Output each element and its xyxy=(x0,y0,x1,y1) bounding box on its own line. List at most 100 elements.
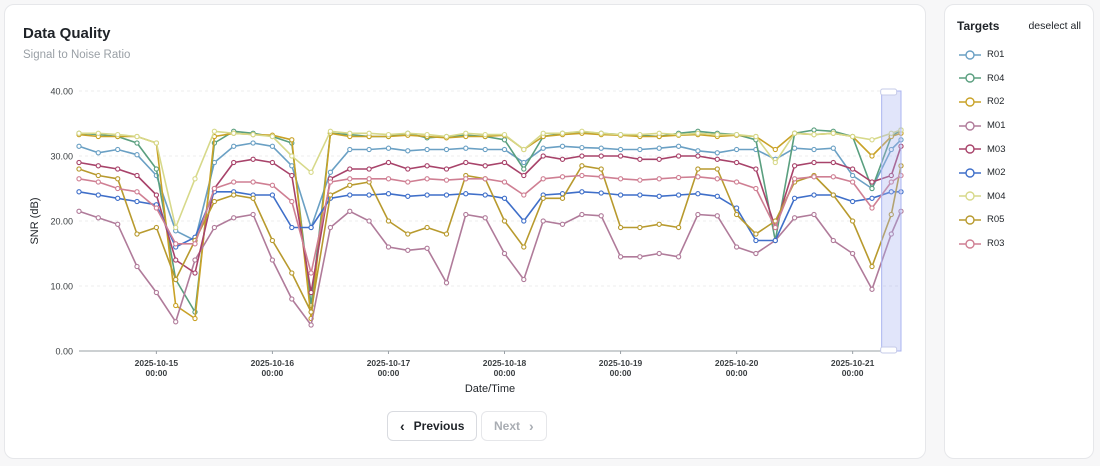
data-point xyxy=(501,146,508,153)
data-point xyxy=(501,159,508,166)
data-point xyxy=(385,145,392,151)
data-point xyxy=(791,145,798,151)
legend-marker-icon xyxy=(959,191,981,202)
selection-handle-top[interactable] xyxy=(880,88,898,96)
data-point xyxy=(733,159,740,166)
data-point xyxy=(656,176,662,182)
data-point xyxy=(656,145,662,151)
legend-item-R05[interactable]: R05 xyxy=(959,208,1005,232)
data-point xyxy=(95,172,101,179)
legend-item-M04[interactable]: M04 xyxy=(959,185,1005,209)
data-point xyxy=(849,250,856,257)
snr-line-chart[interactable]: 0.0010.0020.0030.0040.002025-10-1500:002… xyxy=(5,5,927,460)
legend-label: M03 xyxy=(987,143,1006,155)
data-point xyxy=(753,166,759,172)
data-point xyxy=(231,143,237,149)
series-M01[interactable] xyxy=(76,208,904,328)
next-button[interactable]: Next › xyxy=(481,411,547,441)
data-point xyxy=(153,166,160,172)
data-point xyxy=(675,131,682,138)
data-point xyxy=(482,192,488,198)
data-point xyxy=(753,250,759,257)
data-point xyxy=(76,130,82,136)
series-R03[interactable] xyxy=(76,172,904,276)
data-point xyxy=(617,192,624,198)
data-point xyxy=(269,182,276,188)
data-point xyxy=(231,130,237,136)
legend-item-M01[interactable]: M01 xyxy=(959,114,1005,138)
series-M04[interactable] xyxy=(76,127,904,231)
data-point xyxy=(308,309,314,315)
data-point xyxy=(695,166,701,172)
data-point xyxy=(385,191,392,197)
data-point xyxy=(695,174,701,180)
data-point xyxy=(482,215,488,221)
series-line xyxy=(78,174,902,274)
targets-title: Targets xyxy=(957,19,1000,33)
legend-label: R03 xyxy=(987,238,1005,250)
data-point xyxy=(134,140,140,146)
data-point xyxy=(269,133,276,140)
data-point xyxy=(617,224,624,231)
data-point xyxy=(95,150,101,156)
data-point xyxy=(675,224,682,231)
data-point xyxy=(811,159,817,166)
data-point xyxy=(289,198,295,205)
legend-item-M03[interactable]: M03 xyxy=(959,137,1005,161)
previous-button[interactable]: ‹ Previous xyxy=(387,411,478,441)
series-R05[interactable] xyxy=(76,163,904,315)
data-point xyxy=(598,153,604,159)
data-point xyxy=(888,231,894,237)
next-label: Next xyxy=(494,419,521,433)
data-point xyxy=(211,128,218,134)
x-tick-date: 2025-10-18 xyxy=(483,358,527,368)
data-point xyxy=(598,145,604,151)
data-point xyxy=(617,131,624,138)
x-tick-time: 00:00 xyxy=(726,368,748,378)
data-point xyxy=(501,131,508,138)
data-point xyxy=(134,263,140,270)
legend-item-M02[interactable]: M02 xyxy=(959,161,1005,185)
y-tick-label: 30.00 xyxy=(50,152,73,162)
data-point xyxy=(888,211,894,218)
data-point xyxy=(753,231,759,237)
x-axis-label: Date/Time xyxy=(465,383,515,395)
data-point xyxy=(153,224,160,231)
selection-handle-bottom[interactable] xyxy=(880,346,898,354)
legend-item-R01[interactable]: R01 xyxy=(959,43,1005,67)
legend-label: M01 xyxy=(987,120,1006,132)
data-point xyxy=(250,140,256,146)
data-point xyxy=(405,148,411,154)
data-point xyxy=(269,192,276,198)
data-point xyxy=(501,218,508,224)
legend-item-R02[interactable]: R02 xyxy=(959,90,1005,114)
legend-item-R04[interactable]: R04 xyxy=(959,67,1005,91)
data-point xyxy=(869,179,875,185)
legend-label: R02 xyxy=(987,96,1005,108)
data-point xyxy=(76,176,82,182)
data-point xyxy=(366,146,372,153)
legend-label: R01 xyxy=(987,49,1005,61)
series-line xyxy=(79,129,902,229)
time-range-selection[interactable] xyxy=(881,90,902,352)
legend-marker-icon xyxy=(959,168,981,178)
legend-label: R05 xyxy=(987,214,1005,226)
deselect-all-link[interactable]: deselect all xyxy=(1028,20,1081,32)
data-point xyxy=(250,156,256,162)
data-point xyxy=(753,185,759,192)
data-point xyxy=(811,131,817,138)
legend-marker-icon xyxy=(959,120,981,131)
data-point xyxy=(637,177,643,183)
data-point xyxy=(791,163,798,169)
legend-marker-icon xyxy=(959,73,981,84)
data-point xyxy=(695,130,701,136)
data-point xyxy=(95,192,101,198)
series-M03[interactable] xyxy=(76,143,904,296)
data-point xyxy=(830,192,836,198)
x-tick-date: 2025-10-16 xyxy=(251,358,295,368)
legend-item-R03[interactable]: R03 xyxy=(959,232,1005,256)
data-quality-panel: Data Quality Signal to Noise Ratio 0.00 1… xyxy=(4,4,926,459)
data-point xyxy=(405,130,411,136)
data-point xyxy=(811,146,817,153)
data-point xyxy=(327,179,334,185)
